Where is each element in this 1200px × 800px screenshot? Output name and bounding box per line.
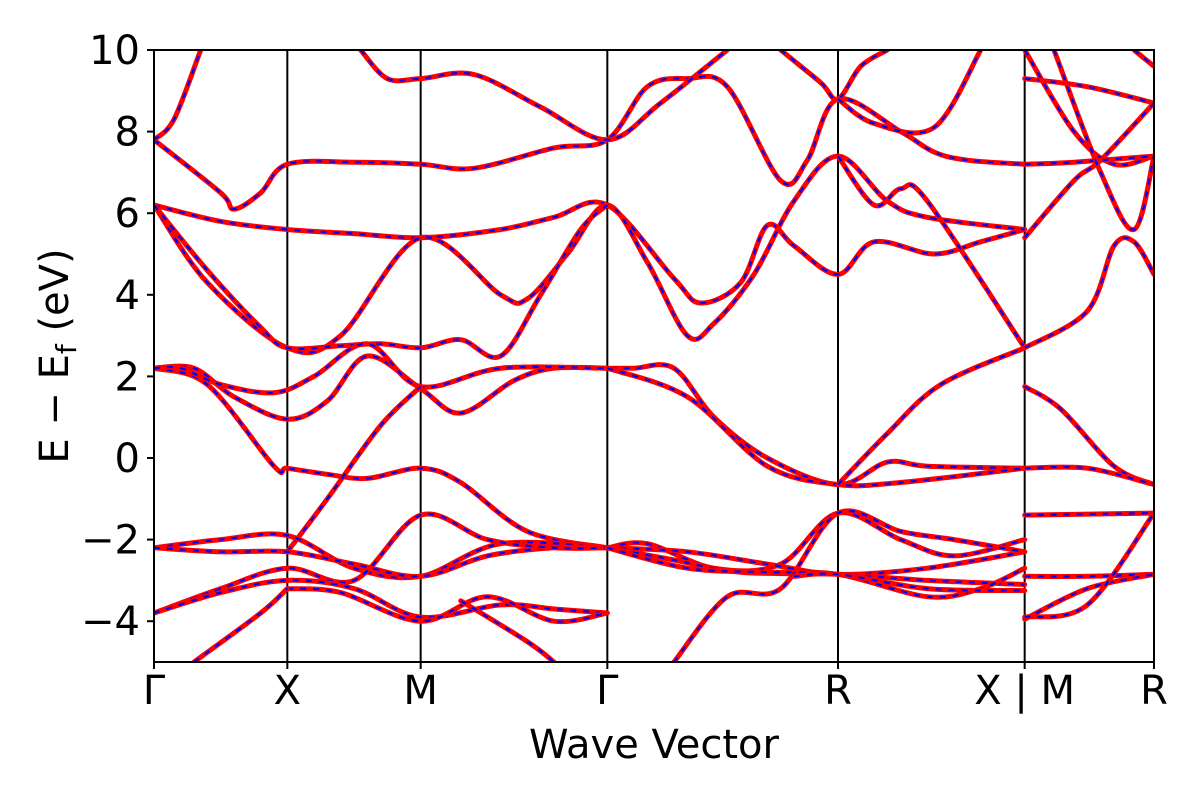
band-line-0 <box>154 73 1028 212</box>
band-overlay-22 <box>607 511 1025 573</box>
band-overlay-21 <box>460 599 555 662</box>
band-overlay-10 <box>154 367 608 549</box>
band-line-39 <box>1022 510 1154 620</box>
band-overlay-7 <box>154 204 609 359</box>
band-overlay-20 <box>193 587 289 662</box>
x-tick-label: X | M <box>974 668 1075 714</box>
y-tick-label: 6 <box>115 191 140 237</box>
band-overlay-38 <box>1024 573 1154 621</box>
band-overlay-33 <box>1024 236 1154 349</box>
plot-frame <box>153 49 1155 663</box>
band-line-6 <box>154 153 1028 356</box>
y-tick-label: 4 <box>115 273 140 319</box>
band-overlay-14 <box>837 346 1026 486</box>
band-line-33 <box>1022 235 1154 351</box>
band-line-11 <box>154 341 1028 488</box>
band-overlay-27 <box>793 572 1025 592</box>
band-overlay-13 <box>606 367 1025 487</box>
x-tick-label: X <box>274 668 301 714</box>
y-tick-label: −4 <box>81 599 140 645</box>
band-line-4 <box>835 50 984 136</box>
y-axis-label: E − Ef (eV) <box>32 248 83 463</box>
band-overlay-18 <box>154 579 608 619</box>
band-line-1 <box>154 50 204 143</box>
band-overlay-26 <box>673 509 1025 662</box>
band-overlay-0 <box>154 75 1025 211</box>
band-overlay-36 <box>1024 512 1154 517</box>
band-overlay-6 <box>154 155 1025 354</box>
y-tick-label: 2 <box>115 354 140 400</box>
band-line-38 <box>1022 571 1154 622</box>
band-overlay-35 <box>1024 465 1154 486</box>
band-overlay-32 <box>1052 50 1154 231</box>
band-overlay-19 <box>287 587 608 623</box>
band-line-32 <box>1051 50 1154 232</box>
band-line-31 <box>1022 153 1154 167</box>
band-overlay-24 <box>607 546 1025 586</box>
x-tick-label: M <box>403 668 438 714</box>
band-overlay-4 <box>837 50 982 135</box>
band-line-10 <box>154 365 610 551</box>
band-overlay-12 <box>286 385 422 553</box>
band-overlay-17 <box>154 512 608 615</box>
x-tick-label: Γ <box>143 668 166 714</box>
band-overlay-1 <box>154 50 202 141</box>
x-tick-label: R <box>824 668 852 714</box>
y-tick-label: 10 <box>89 28 140 74</box>
band-overlay-3 <box>780 50 888 101</box>
x-tick-label: Γ <box>596 668 619 714</box>
y-tick-label: 8 <box>115 110 140 156</box>
band-overlay-8 <box>837 155 1026 349</box>
band-line-26 <box>671 508 1028 662</box>
x-axis-label: Wave Vector <box>529 722 780 768</box>
band-overlay-29 <box>1023 102 1154 239</box>
y-tick-label: 0 <box>115 436 140 482</box>
band-overlay-11 <box>154 342 1025 486</box>
y-tick-label: −2 <box>81 518 140 564</box>
x-tick-label: R <box>1140 668 1168 714</box>
band-overlay-37 <box>1024 573 1154 578</box>
band-overlay-5 <box>154 200 1026 305</box>
band-overlay-39 <box>1024 512 1154 619</box>
band-line-9 <box>154 353 610 422</box>
band-overlay-2 <box>359 50 728 141</box>
